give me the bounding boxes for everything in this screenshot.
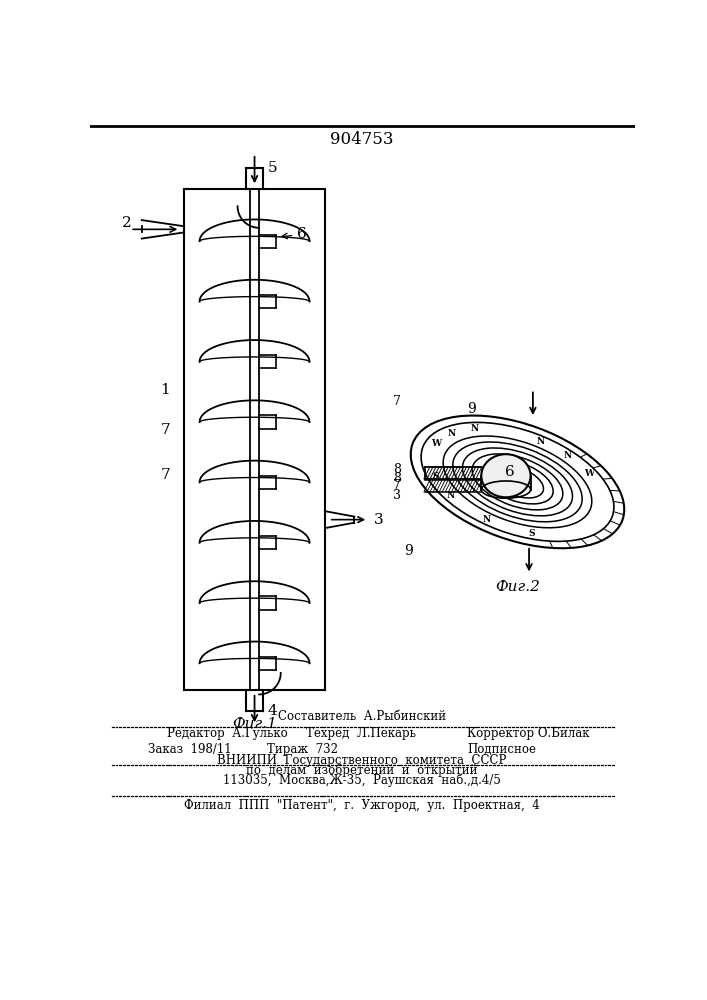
Text: N: N (537, 437, 545, 446)
Text: 7: 7 (393, 479, 402, 492)
Text: 6: 6 (505, 465, 515, 479)
Text: N: N (563, 451, 572, 460)
Text: Фиг.2: Фиг.2 (495, 580, 540, 594)
Text: N: N (483, 515, 491, 524)
Text: 904753: 904753 (330, 131, 394, 148)
Text: Заказ  198/11: Заказ 198/11 (148, 743, 231, 756)
Text: Подписное: Подписное (467, 743, 537, 756)
Text: Техред  Л.Пекарь: Техред Л.Пекарь (305, 727, 416, 740)
Text: 113035,  Москва,Ж-35,  Раушская  наб.,д.4/5: 113035, Москва,Ж-35, Раушская наб.,д.4/5 (223, 774, 501, 787)
Text: Редактор  А.Гулько: Редактор А.Гулько (167, 727, 288, 740)
Text: 9: 9 (467, 402, 476, 416)
Text: 1: 1 (160, 382, 170, 396)
Text: 7: 7 (393, 395, 402, 408)
Text: ВНИИПИ  Государственного  комитета  СССР: ВНИИПИ Государственного комитета СССР (217, 754, 507, 767)
Text: 5: 5 (268, 161, 277, 175)
Text: W: W (584, 469, 594, 478)
Text: N: N (471, 424, 479, 433)
Text: Фиг.1: Фиг.1 (232, 717, 277, 731)
Text: 4: 4 (268, 704, 277, 718)
Text: 3: 3 (373, 513, 383, 527)
Text: Корректор О.Билак: Корректор О.Билак (467, 727, 590, 740)
Text: N: N (448, 429, 456, 438)
Text: 7: 7 (160, 423, 170, 437)
Text: 9: 9 (404, 544, 414, 558)
Text: Тираж  732: Тираж 732 (267, 743, 338, 756)
Text: 8: 8 (393, 463, 402, 476)
Ellipse shape (481, 454, 530, 497)
Text: по  делам  изобретений  и  открытий: по делам изобретений и открытий (246, 764, 478, 777)
Text: Составитель  А.Рыбинский: Составитель А.Рыбинский (278, 710, 446, 723)
Text: S: S (433, 472, 439, 481)
Text: 6: 6 (297, 227, 307, 241)
Text: S: S (529, 529, 535, 538)
Text: 7: 7 (160, 468, 170, 482)
Text: W: W (431, 439, 441, 448)
Text: 2: 2 (122, 216, 132, 230)
Text: Филиал  ППП  "Патент",  г.  Ужгород,  ул.  Проектная,  4: Филиал ППП "Патент", г. Ужгород, ул. Про… (184, 799, 540, 812)
Text: 3: 3 (393, 489, 402, 502)
Text: N: N (446, 491, 455, 500)
Text: 8: 8 (393, 472, 402, 485)
